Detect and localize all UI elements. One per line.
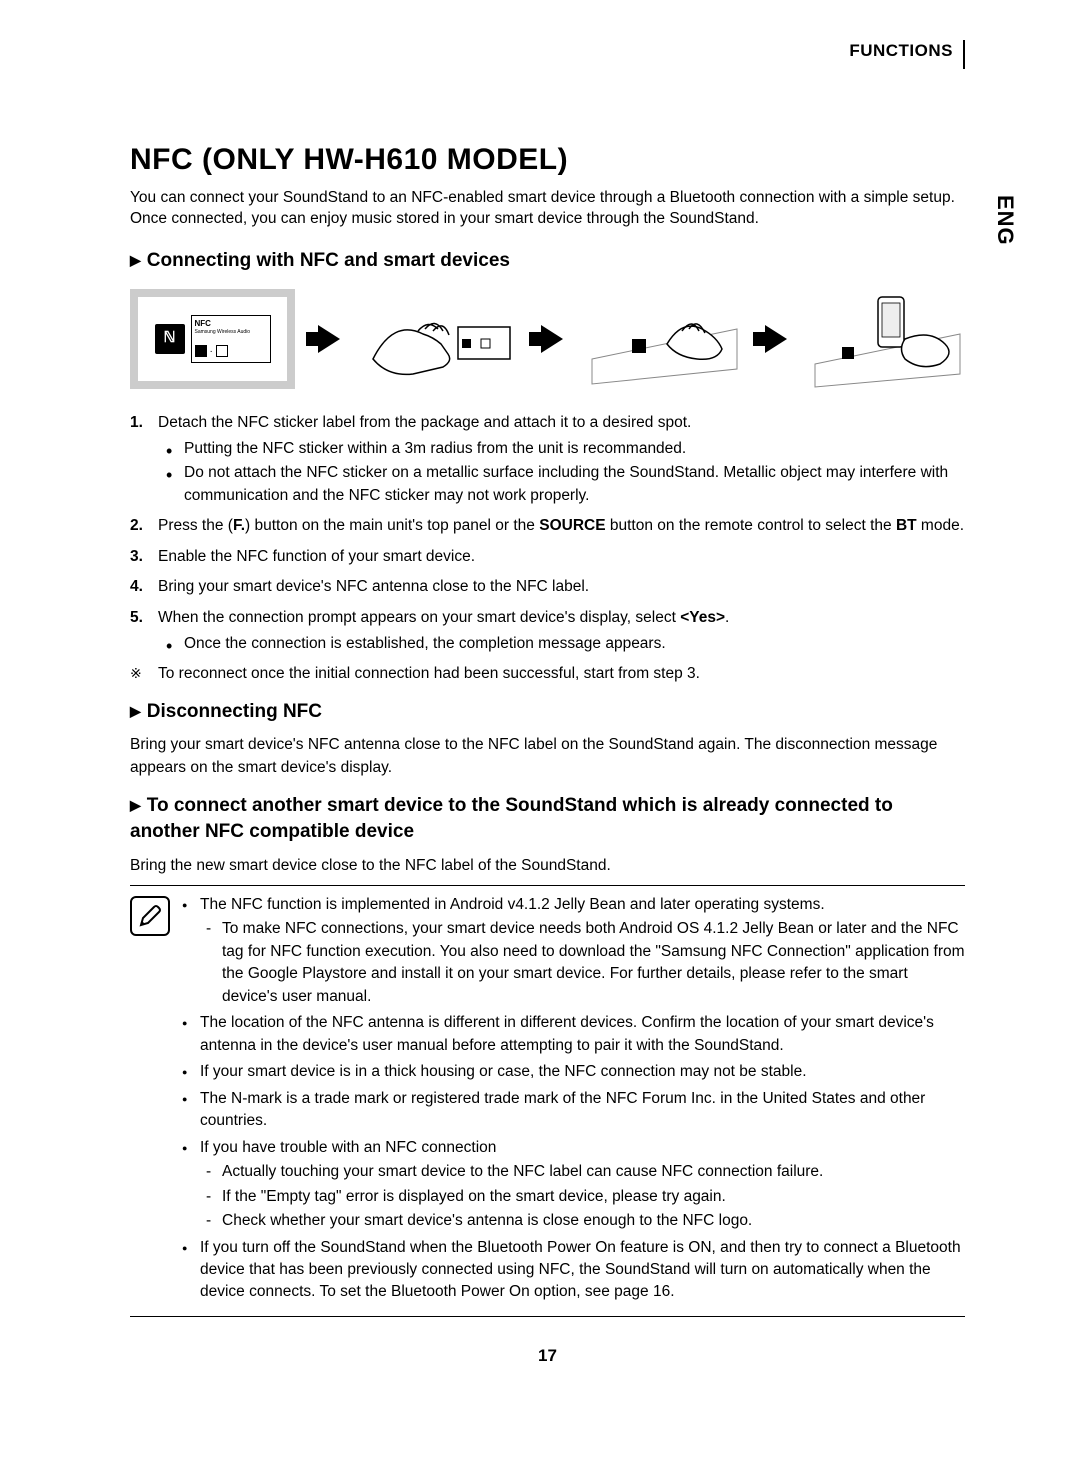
notes-list: The NFC function is implemented in Andro… [182, 894, 965, 1308]
step-2: Press the (F.) button on the main unit's… [158, 515, 965, 537]
step-1: Detach the NFC sticker label from the pa… [158, 412, 965, 508]
section-disconnect-heading: ▶ Disconnecting NFC [130, 699, 965, 725]
arrow-icon [765, 325, 787, 353]
section-another-heading: ▶To connect another smart device to the … [130, 793, 965, 844]
note-4: The N-mark is a trade mark or registered… [200, 1088, 965, 1133]
step-5-bullet-1: Once the connection is established, the … [184, 633, 965, 655]
note-5-sub-2: If the "Empty tag" error is displayed on… [222, 1186, 965, 1208]
diagram-panel-4-tap [810, 289, 965, 389]
nfc-label-title: NFC [195, 319, 267, 330]
section-connecting-heading-text: Connecting with NFC and smart devices [147, 250, 510, 271]
nfc-badge-icon: ℕ [155, 324, 185, 354]
divider-top [130, 885, 965, 886]
note-1: The NFC function is implemented in Andro… [200, 894, 965, 1008]
note-5: If you have trouble with an NFC connecti… [200, 1137, 965, 1233]
note-1-text: The NFC function is implemented in Andro… [200, 896, 825, 913]
nfc-mini-icons: · [195, 345, 267, 359]
steps-list: Detach the NFC sticker label from the pa… [130, 412, 965, 656]
step-3: Enable the NFC function of your smart de… [158, 546, 965, 568]
page-number: 17 [130, 1345, 965, 1368]
pencil-note-icon [130, 896, 170, 936]
triangle-icon: ▶ [130, 251, 141, 270]
another-body: Bring the new smart device close to the … [130, 855, 965, 877]
step-2-bt: BT [896, 517, 917, 534]
note-5-sub-1: Actually touching your smart device to t… [222, 1161, 965, 1183]
nfc-sticker-label: NFC Samsung Wireless Audio · [191, 315, 271, 363]
step-1-bullet-1: Putting the NFC sticker within a 3m radi… [184, 438, 965, 460]
step-5: When the connection prompt appears on yo… [158, 607, 965, 656]
reconnect-note: To reconnect once the initial connection… [130, 664, 965, 685]
section-disconnect-heading-text: Disconnecting NFC [147, 701, 322, 722]
diagram-panel-2-hand [363, 289, 518, 389]
triangle-icon: ▶ [130, 796, 141, 815]
step-5-a: When the connection prompt appears on yo… [158, 609, 680, 626]
diagram-panel-1: ℕ NFC Samsung Wireless Audio · [130, 289, 295, 389]
language-tab: ENG [990, 195, 1020, 246]
step-4: Bring your smart device's NFC antenna cl… [158, 576, 965, 598]
section-another-heading-text: To connect another smart device to the S… [130, 795, 893, 842]
triangle-icon: ▶ [130, 702, 141, 721]
divider-bottom [130, 1316, 965, 1317]
step-2-f: F. [233, 517, 245, 534]
step-1-bullet-2: Do not attach the NFC sticker on a metal… [184, 462, 965, 507]
section-connecting-heading: ▶ Connecting with NFC and smart devices [130, 248, 965, 274]
step-2-d: button on the remote control to select t… [606, 517, 896, 534]
intro-paragraph: You can connect your SoundStand to an NF… [130, 187, 965, 230]
step-5-b: . [725, 609, 729, 626]
step-2-a: Press the ( [158, 517, 233, 534]
note-3: If your smart device is in a thick housi… [200, 1061, 965, 1083]
nfc-diagram-row: ℕ NFC Samsung Wireless Audio · [130, 284, 965, 394]
notes-block: The NFC function is implemented in Andro… [130, 894, 965, 1308]
note-6: If you turn off the SoundStand when the … [200, 1237, 965, 1304]
diagram-panel-3-place [587, 289, 742, 389]
note-2: The location of the NFC antenna is diffe… [200, 1012, 965, 1057]
arrow-icon [318, 325, 340, 353]
step-2-e: mode. [917, 517, 964, 534]
page-title: NFC (ONLY HW-H610 MODEL) [130, 140, 965, 181]
step-5-yes: <Yes> [680, 609, 725, 626]
page-content: NFC (ONLY HW-H610 MODEL) You can connect… [0, 0, 1080, 1408]
section-header: FUNCTIONS [795, 40, 965, 69]
step-2-c: ) button on the main unit's top panel or… [245, 517, 539, 534]
nfc-label-sub: Samsung Wireless Audio [195, 329, 267, 336]
disconnect-body: Bring your smart device's NFC antenna cl… [130, 734, 965, 779]
note-5-text: If you have trouble with an NFC connecti… [200, 1139, 496, 1156]
note-5-sub-3: Check whether your smart device's antenn… [222, 1210, 965, 1232]
step-1-text: Detach the NFC sticker label from the pa… [158, 414, 691, 431]
step-2-source: SOURCE [539, 517, 605, 534]
arrow-icon [541, 325, 563, 353]
note-1-sub-1: To make NFC connections, your smart devi… [222, 918, 965, 1008]
